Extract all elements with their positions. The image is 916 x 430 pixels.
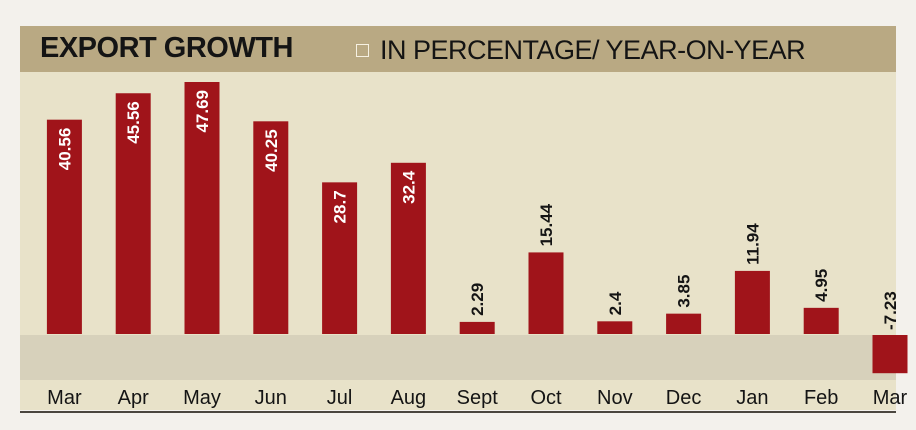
x-tick-label: Mar bbox=[873, 387, 908, 409]
value-label: 11.94 bbox=[743, 223, 762, 265]
x-tick-label: Oct bbox=[530, 387, 562, 409]
x-tick-label: Sept bbox=[457, 387, 499, 409]
chart-subtitle: IN PERCENTAGE/ YEAR-ON-YEAR bbox=[380, 35, 806, 65]
value-label: 40.56 bbox=[55, 128, 74, 171]
value-label: 2.29 bbox=[468, 283, 487, 316]
bar-jan-10 bbox=[734, 270, 770, 334]
bar-jul-4 bbox=[322, 182, 358, 334]
below-zero-band bbox=[20, 335, 896, 380]
bar-oct-7 bbox=[528, 252, 564, 334]
value-label: 32.4 bbox=[399, 170, 418, 204]
value-label: 2.4 bbox=[606, 291, 625, 315]
chart-title: EXPORT GROWTH bbox=[40, 32, 293, 64]
value-label: 45.56 bbox=[124, 101, 143, 144]
value-label: 40.25 bbox=[262, 129, 281, 172]
value-label: 28.7 bbox=[331, 190, 350, 223]
value-label: 15.44 bbox=[537, 203, 556, 246]
value-label: 47.69 bbox=[193, 90, 212, 133]
x-tick-label: Jan bbox=[736, 387, 768, 409]
value-label: -7.23 bbox=[881, 291, 900, 330]
bar-feb-11 bbox=[803, 307, 839, 334]
x-tick-label: May bbox=[183, 387, 221, 409]
bar-apr-1 bbox=[115, 93, 151, 334]
bar-mar-0 bbox=[46, 119, 82, 335]
x-tick-label: Dec bbox=[666, 387, 702, 409]
legend-square-icon bbox=[356, 44, 369, 57]
bar-aug-5 bbox=[390, 162, 426, 334]
x-tick-label: Jun bbox=[255, 387, 287, 409]
bar-mar-12 bbox=[872, 335, 908, 374]
x-tick-label: Jul bbox=[327, 387, 353, 409]
bar-may-2 bbox=[184, 82, 220, 334]
bar-dec-9 bbox=[666, 313, 702, 334]
bar-jun-3 bbox=[253, 121, 289, 334]
x-tick-label: Apr bbox=[118, 387, 149, 409]
x-tick-label: Feb bbox=[804, 387, 838, 409]
x-tick-label: Mar bbox=[47, 387, 82, 409]
x-tick-label: Aug bbox=[391, 387, 427, 409]
bottom-rule bbox=[20, 411, 896, 413]
bar-nov-8 bbox=[597, 321, 633, 334]
value-label: 3.85 bbox=[675, 275, 694, 308]
value-label: 4.95 bbox=[812, 269, 831, 302]
chart-header: EXPORT GROWTH IN PERCENTAGE/ YEAR-ON-YEA… bbox=[20, 26, 896, 72]
x-tick-label: Nov bbox=[597, 387, 633, 409]
bar-sept-6 bbox=[459, 321, 495, 334]
